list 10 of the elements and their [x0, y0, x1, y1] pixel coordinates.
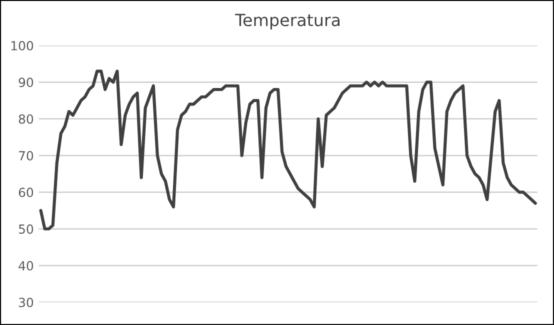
- y-tick-label: 70: [19, 151, 34, 160]
- y-tick-label: 30: [18, 298, 34, 308]
- line-series: [39, 70, 537, 230]
- chart-title: Temperatura: [235, 14, 340, 30]
- y-tick-label: 80: [18, 114, 34, 124]
- y-tick-label: 50: [18, 224, 34, 234]
- y-tick-label: 90: [18, 78, 34, 88]
- y-tick-label: 100: [11, 40, 34, 50]
- y-tick-label: 60: [18, 188, 34, 198]
- y-tick-label: 40: [18, 261, 34, 270]
